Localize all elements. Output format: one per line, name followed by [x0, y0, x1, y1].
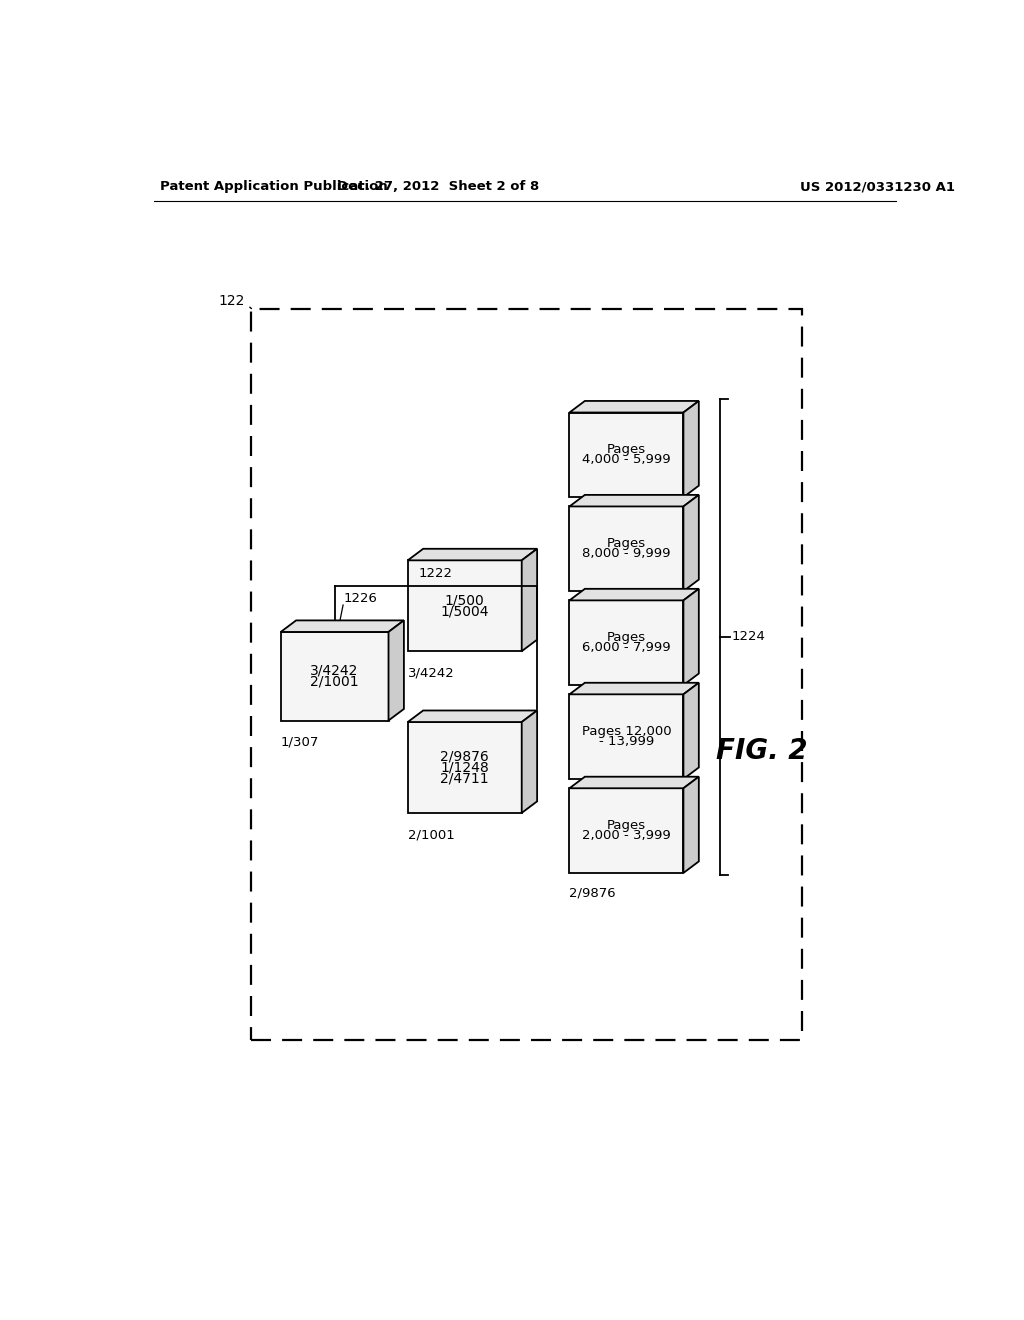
Text: 4,000 - 5,999: 4,000 - 5,999 — [582, 454, 671, 466]
Polygon shape — [683, 776, 698, 873]
Text: Pages: Pages — [607, 818, 646, 832]
Text: FIG. 2: FIG. 2 — [716, 738, 808, 766]
Text: 1/307: 1/307 — [281, 737, 319, 748]
Polygon shape — [569, 401, 698, 412]
Text: 3/4242: 3/4242 — [310, 664, 358, 678]
Text: 6,000 - 7,999: 6,000 - 7,999 — [582, 642, 671, 655]
Text: 2/9876: 2/9876 — [440, 750, 489, 764]
Text: 2/4711: 2/4711 — [440, 771, 489, 785]
Polygon shape — [569, 495, 698, 507]
Polygon shape — [569, 682, 698, 694]
Text: 2/1001: 2/1001 — [408, 829, 455, 841]
Polygon shape — [408, 710, 538, 722]
Text: 8,000 - 9,999: 8,000 - 9,999 — [583, 548, 671, 561]
Text: - 13,999: - 13,999 — [599, 735, 654, 748]
Text: Patent Application Publication: Patent Application Publication — [160, 181, 387, 194]
Text: 1/1248: 1/1248 — [440, 760, 489, 775]
Polygon shape — [408, 722, 521, 813]
Text: 3/4242: 3/4242 — [408, 667, 455, 680]
Polygon shape — [388, 620, 403, 721]
Polygon shape — [683, 589, 698, 685]
Polygon shape — [683, 401, 698, 498]
Polygon shape — [569, 589, 698, 601]
Bar — [252, 309, 802, 1040]
Text: Pages: Pages — [607, 444, 646, 457]
Text: 1/1248: 1/1248 — [569, 793, 616, 807]
Text: 1/5004: 1/5004 — [569, 511, 616, 524]
Text: Pages: Pages — [607, 631, 646, 644]
Text: 2/9876: 2/9876 — [569, 887, 616, 900]
Polygon shape — [408, 561, 521, 651]
Text: 1224: 1224 — [732, 631, 766, 643]
Polygon shape — [569, 412, 683, 498]
Text: 2/1001: 2/1001 — [310, 675, 359, 689]
Polygon shape — [569, 694, 683, 779]
Text: 2/4711: 2/4711 — [569, 700, 616, 711]
Polygon shape — [569, 776, 698, 788]
Text: Dec. 27, 2012  Sheet 2 of 8: Dec. 27, 2012 Sheet 2 of 8 — [338, 181, 540, 194]
Text: 122: 122 — [218, 294, 245, 308]
Text: US 2012/0331230 A1: US 2012/0331230 A1 — [801, 181, 955, 194]
Polygon shape — [521, 549, 538, 651]
Text: 1222: 1222 — [419, 566, 453, 579]
Polygon shape — [521, 710, 538, 813]
Polygon shape — [569, 507, 683, 591]
Text: 1226: 1226 — [344, 591, 378, 605]
Text: Pages: Pages — [607, 537, 646, 550]
Polygon shape — [569, 788, 683, 873]
Polygon shape — [281, 632, 388, 721]
Polygon shape — [408, 549, 538, 561]
Text: 1/500: 1/500 — [444, 594, 484, 607]
Text: 1/5004: 1/5004 — [440, 605, 489, 618]
Polygon shape — [281, 620, 403, 632]
Polygon shape — [683, 682, 698, 779]
Polygon shape — [569, 601, 683, 685]
Polygon shape — [683, 495, 698, 591]
Text: 2,000 - 3,999: 2,000 - 3,999 — [582, 829, 671, 842]
Text: Pages 12,000: Pages 12,000 — [582, 725, 672, 738]
Text: 1/500: 1/500 — [569, 605, 607, 618]
